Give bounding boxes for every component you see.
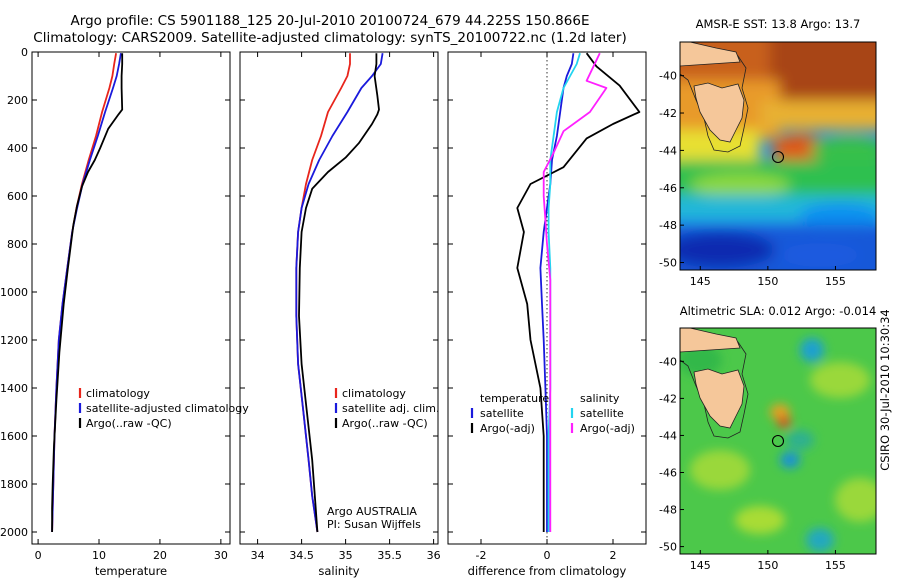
x-axis-label-diff: difference from climatology	[468, 564, 627, 578]
sst-tasmania	[693, 82, 745, 143]
temperature-panel: 0 10 20 30 0 200 400 600 800 1000 1200 1400 1600 1800…	[0, 46, 249, 578]
sla-x-tick-label: 150	[757, 559, 778, 572]
legend-label-diff-1-1: Argo(-adj)	[580, 422, 635, 435]
series-diff-1	[516, 52, 641, 532]
sla-y-tick-label: -44	[659, 429, 677, 442]
sla-mainland	[680, 328, 741, 353]
sla-x-tick-label: 145	[690, 559, 711, 572]
series-sal-1	[295, 53, 384, 533]
sst-y-tick-label: -50	[659, 257, 677, 270]
legend-label-sal-1: satellite adj. clim.	[342, 402, 439, 415]
legend-label-diff-0-1: Argo(-adj)	[480, 422, 535, 435]
x-tick-label-temp: 10	[92, 549, 106, 562]
sla-tasmania	[693, 368, 745, 429]
sla-field	[680, 338, 876, 552]
sla-map: 145 150 155 -40 -42 -44 -46 -48 -50	[659, 327, 877, 572]
sst-map: 145 150 155 -40 -42 -44 -46 -48 -50	[659, 41, 877, 288]
y-tick-label: 400	[7, 142, 28, 155]
legend-heading-0: temperature	[480, 392, 549, 405]
y-tick-label: 600	[7, 190, 28, 203]
series-temp-2	[51, 53, 124, 532]
x-tick-label-diff: -2	[476, 549, 487, 562]
x-tick-label-sal: 34	[251, 549, 265, 562]
y-tick-label: 2000	[0, 526, 28, 539]
annotation-line-1: PI: Susan Wijffels	[327, 518, 421, 531]
y-tick-label: 200	[7, 94, 28, 107]
legend-label-temp-2: Argo(..raw -QC)	[86, 417, 172, 430]
sla-x-tick-label: 155	[825, 559, 846, 572]
y-tick-label: 1000	[0, 286, 28, 299]
y-tick-label: 1200	[0, 334, 28, 347]
sla-y-tick-label: -50	[659, 541, 677, 554]
sst-y-tick-label: -40	[659, 70, 677, 83]
sst-y-tick-label: -44	[659, 144, 677, 157]
sst-x-tick-label: 145	[690, 275, 711, 288]
y-tick-label: 1800	[0, 478, 28, 491]
legend-label-diff-0-0: satellite	[480, 407, 524, 420]
sst-map-title: AMSR-E SST: 13.8 Argo: 13.7	[695, 17, 861, 31]
y-tick-label: 0	[21, 46, 28, 59]
sst-y-tick-label: -42	[659, 107, 677, 120]
series-sal-2	[298, 53, 380, 533]
series-diff-0	[539, 53, 575, 532]
series-diff-2	[547, 52, 581, 532]
sla-profile-marker	[771, 434, 785, 448]
legend-label-temp-1: satellite-adjusted climatology	[86, 402, 249, 415]
sst-y-tick-label: -48	[659, 219, 677, 232]
series-sal-0	[295, 53, 351, 533]
y-tick-label: 800	[7, 238, 28, 251]
sst-x-tick-label: 155	[825, 275, 846, 288]
sst-mainland	[680, 42, 741, 67]
sla-y-tick-label: -42	[659, 392, 677, 405]
sst-y-tick-label: -46	[659, 182, 677, 195]
x-tick-label-sal: 35.5	[377, 549, 402, 562]
x-tick-label-sal: 36	[427, 549, 441, 562]
sla-y-tick-label: -46	[659, 466, 677, 479]
x-axis-label-temp: temperature	[95, 564, 167, 578]
difference-panel: -2 0 2 difference from climatology temperatu…	[447, 51, 647, 578]
x-tick-label-diff: 2	[610, 549, 617, 562]
sst-x-tick-label: 150	[757, 275, 778, 288]
axes-box-sal	[239, 51, 439, 545]
sla-y-tick-label: -48	[659, 504, 677, 517]
figure-title-line-1: Argo profile: CS 5901188_125 20-Jul-2010…	[70, 13, 590, 29]
x-tick-label-temp: 0	[35, 549, 42, 562]
legend-label-sal-0: climatology	[342, 387, 406, 400]
figure-title-line-2: Climatology: CARS2009. Satellite-adjuste…	[33, 30, 627, 46]
annotation-line-0: Argo AUSTRALIA	[327, 505, 417, 518]
x-axis-label-sal: salinity	[318, 564, 359, 578]
x-tick-label-sal: 35	[339, 549, 353, 562]
series-diff-3	[542, 52, 608, 532]
y-tick-label: 1400	[0, 382, 28, 395]
x-tick-label-temp: 20	[153, 549, 167, 562]
axes-box-diff	[447, 51, 647, 545]
sla-map-title: Altimetric SLA: 0.012 Argo: -0.014	[679, 304, 877, 318]
series-temp-0	[51, 53, 117, 533]
y-tick-label: 1600	[0, 430, 28, 443]
sla-y-tick-label: -40	[659, 355, 677, 368]
x-tick-label-temp: 30	[214, 549, 228, 562]
legend-label-diff-1-0: satellite	[580, 407, 624, 420]
salinity-panel: 34 34.5 35 35.5 36 salinity climatology satelli…	[239, 51, 441, 578]
legend-label-temp-0: climatology	[86, 387, 150, 400]
sst-profile-marker	[771, 150, 785, 164]
legend-heading-1: salinity	[580, 392, 620, 405]
legend-label-sal-2: Argo(..raw -QC)	[342, 417, 428, 430]
sst-field	[680, 42, 876, 270]
axes-box-temp	[31, 51, 231, 545]
x-tick-label-diff: 0	[544, 549, 551, 562]
x-tick-label-sal: 34.5	[289, 549, 314, 562]
